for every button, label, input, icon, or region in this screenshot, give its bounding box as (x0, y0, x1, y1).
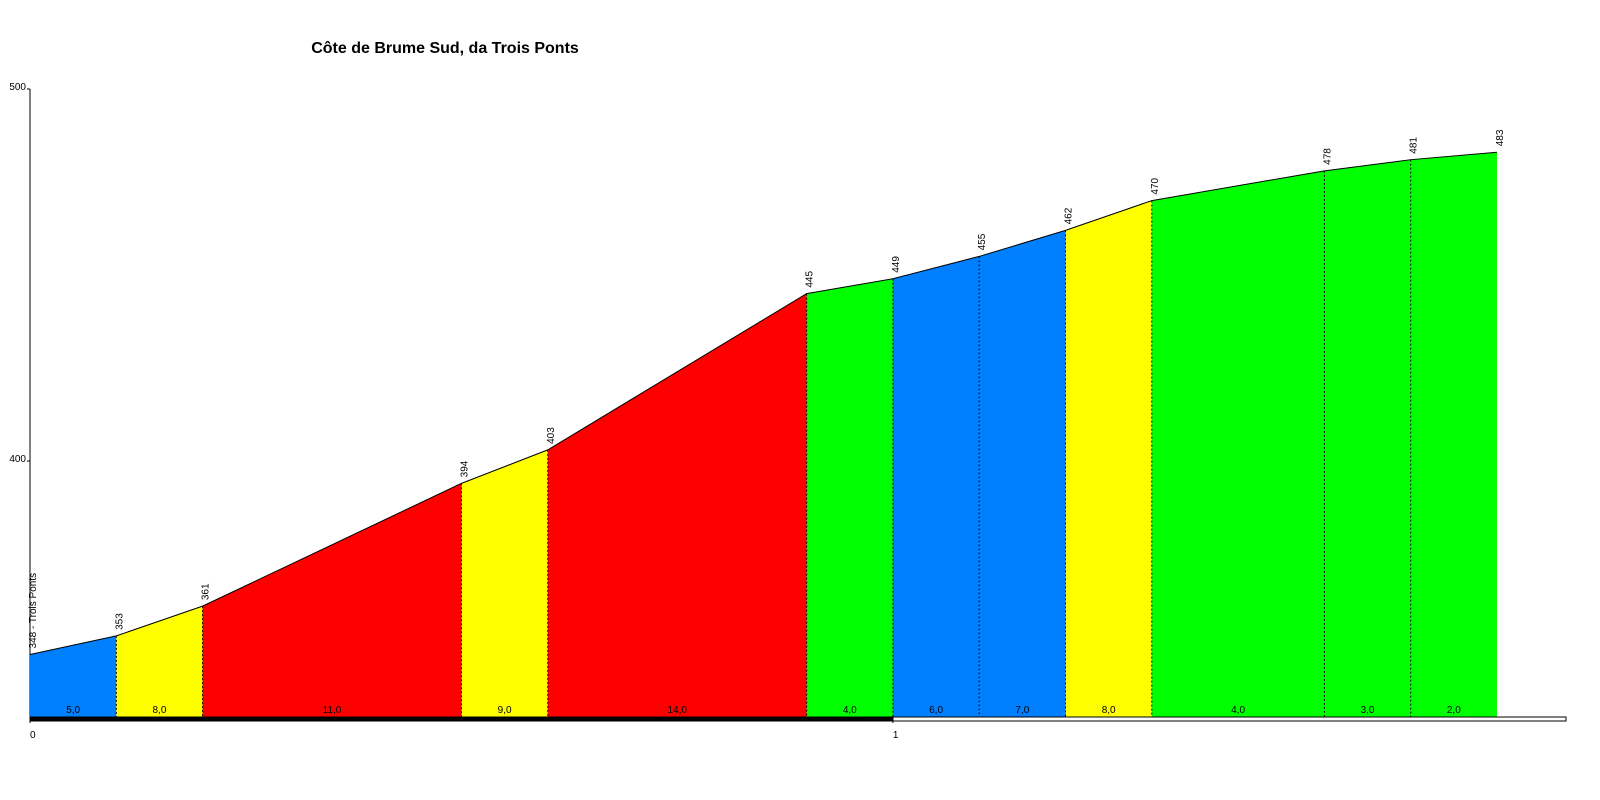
gradient-segment (892, 256, 980, 717)
elevation-label: 403 (546, 427, 557, 444)
elevation-label: 455 (977, 233, 988, 250)
grade-label: 14,0 (667, 705, 687, 716)
gradient-segment (1065, 200, 1152, 717)
gradient-segment (1151, 170, 1325, 718)
gradient-segment (116, 606, 203, 717)
grade-label: 7,0 (1015, 705, 1029, 716)
distance-bar (29, 716, 894, 722)
elevation-label: 462 (1064, 207, 1075, 224)
elevation-label: 481 (1409, 137, 1420, 154)
chart-title: Côte de Brume Sud, da Trois Ponts (311, 40, 579, 57)
grade-label: 4,0 (1231, 705, 1245, 716)
grade-label: 8,0 (1102, 705, 1116, 716)
grade-label: 9,0 (498, 705, 512, 716)
elevation-label: 470 (1150, 177, 1161, 194)
elevation-label: 361 (201, 583, 212, 600)
gradient-segment (202, 483, 462, 717)
y-tick-label: 500 (9, 82, 26, 93)
grade-label: 8,0 (152, 705, 166, 716)
elevation-label: 353 (114, 613, 125, 630)
elevation-label: 478 (1322, 148, 1333, 165)
x-tick-label: 0 (30, 730, 36, 741)
grade-label: 11,0 (323, 705, 342, 716)
grade-label: 5,0 (66, 705, 80, 716)
elevation-label: 445 (805, 270, 816, 287)
y-tick-label: 400 (9, 454, 26, 465)
x-tick-label: 1 (893, 730, 899, 741)
gradient-segment (979, 230, 1066, 718)
gradient-segment (30, 635, 117, 717)
grade-label: 4,0 (843, 705, 857, 716)
gradient-segment (1324, 159, 1411, 718)
grade-label: 6,0 (929, 705, 943, 716)
profile-line (29, 151, 1498, 655)
elevation-label: 483 (1495, 129, 1506, 146)
gradient-segment (547, 293, 807, 717)
elevation-label: 449 (891, 256, 902, 273)
gradient-segment (461, 449, 548, 717)
gradient-segment (1410, 152, 1497, 717)
grade-label: 3,0 (1361, 705, 1375, 716)
grade-label: 2,0 (1447, 705, 1461, 716)
elevation-label: 394 (459, 460, 470, 477)
elevation-label: 348 - Trois Ponts (28, 573, 39, 649)
distance-bar (892, 716, 1567, 722)
gradient-segment (806, 278, 893, 717)
